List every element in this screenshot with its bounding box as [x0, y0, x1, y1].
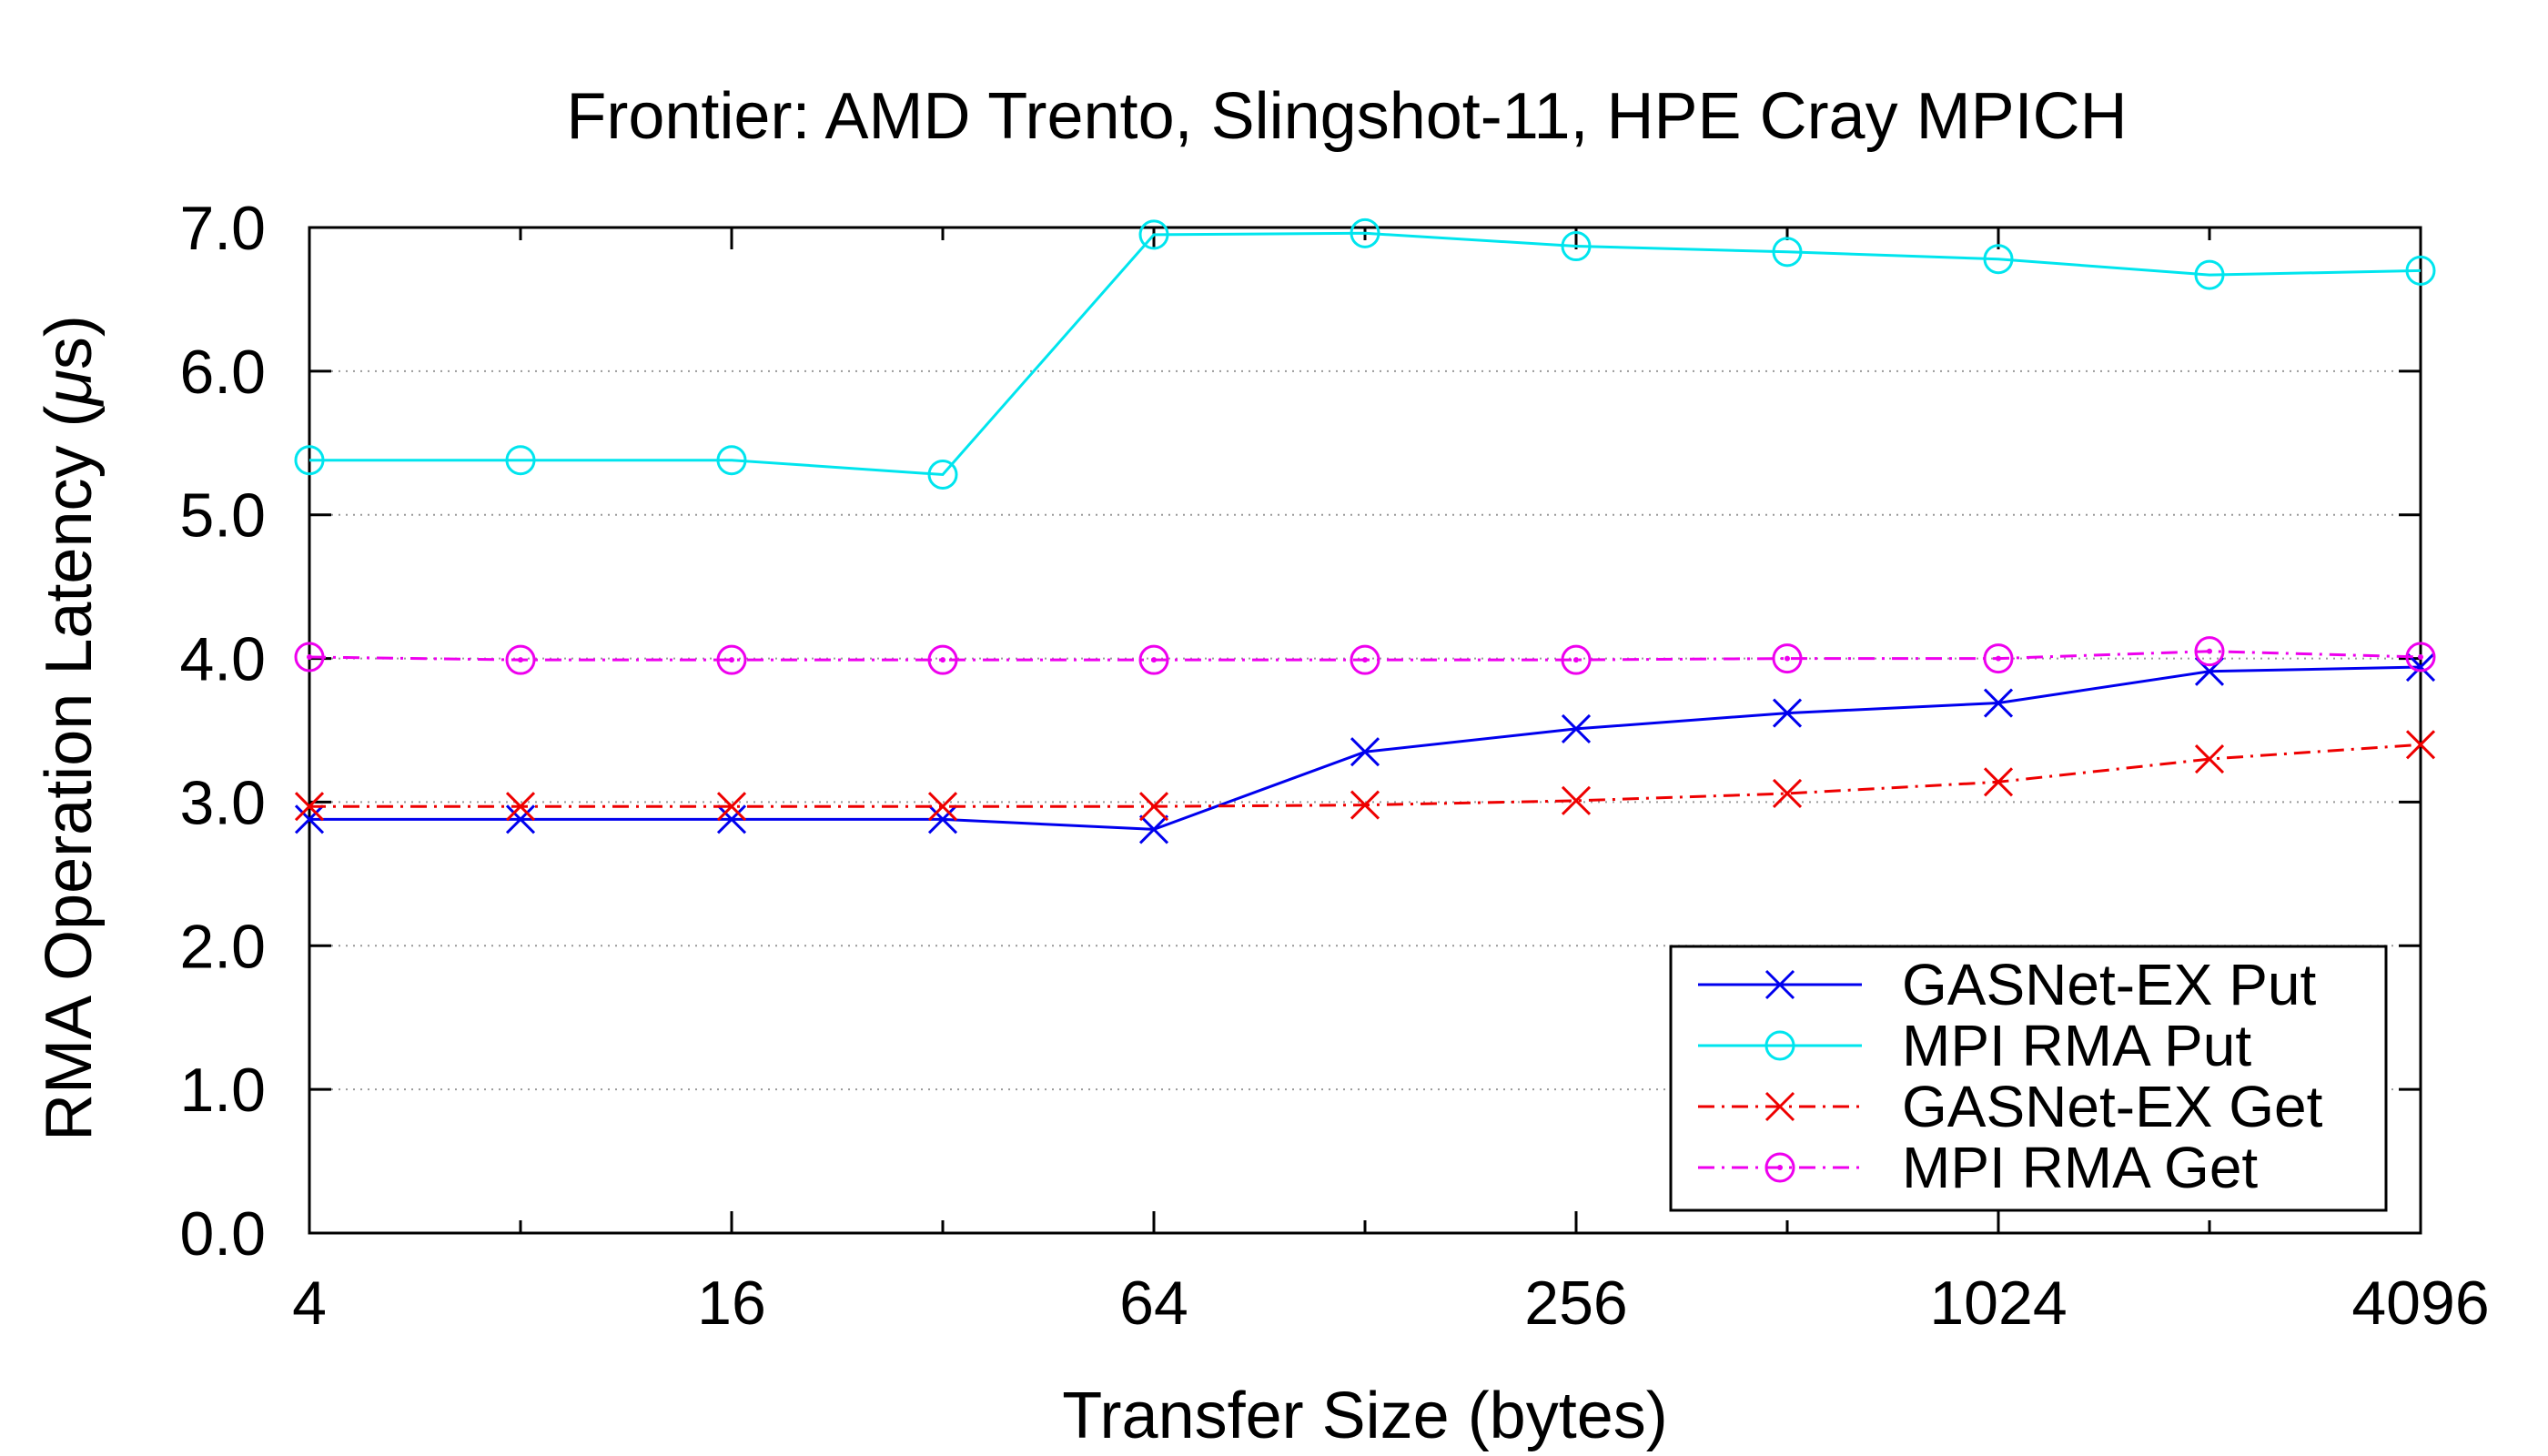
legend-label: GASNet-EX Get: [1902, 1074, 2323, 1139]
y-axis-label-unit: s): [33, 315, 106, 369]
data-point: [1561, 231, 1592, 262]
series-mpi-rma-put: [294, 217, 2436, 490]
y-tick-label: 2.0: [179, 912, 266, 981]
x-tick-label: 1024: [1929, 1269, 2067, 1338]
data-point: [1350, 790, 1380, 820]
legend-marker: [1764, 969, 1795, 1000]
data-point: [927, 644, 958, 675]
data-point: [1561, 644, 1592, 675]
data-point: [1138, 644, 1169, 675]
y-axis-tick-labels: 0.0 1.0 2.0 3.0 4.0 5.0 6.0 7.0: [179, 194, 266, 1269]
legend-entry: MPI RMA Get: [1698, 1135, 2258, 1200]
data-point: [927, 460, 958, 490]
data-point: [505, 804, 536, 834]
legend-marker: [1764, 1152, 1795, 1183]
y-tick-label: 7.0: [179, 194, 266, 263]
x-tick-label: 4: [292, 1269, 327, 1338]
legend-label: GASNet-EX Put: [1902, 952, 2317, 1017]
x-tick-label: 4096: [2351, 1269, 2489, 1338]
data-point: [1561, 713, 1592, 743]
data-point: [716, 644, 747, 675]
chart-title: Frontier: AMD Trento, Slingshot-11, HPE …: [566, 80, 2127, 153]
data-point: [1772, 698, 1803, 728]
data-point: [1772, 778, 1803, 809]
data-point: [2405, 255, 2436, 286]
y-axis-label-main: RMA Operation Latency (: [33, 406, 106, 1141]
legend-entry: MPI RMA Put: [1698, 1013, 2251, 1078]
data-point: [1983, 643, 2014, 674]
legend-label: MPI RMA Get: [1902, 1135, 2258, 1200]
data-point: [1350, 217, 1380, 248]
legend-entry: GASNet-EX Put: [1698, 952, 2317, 1017]
y-axis-label: RMA Operation Latency (μs): [33, 315, 106, 1141]
y-tick-label: 4.0: [179, 625, 266, 694]
x-axis-label: Transfer Size (bytes): [1062, 1380, 1668, 1452]
y-axis-label-mu: μ: [33, 369, 106, 407]
data-point: [2194, 744, 2225, 774]
y-tick-label: 0.0: [179, 1199, 266, 1269]
data-point: [2194, 259, 2225, 290]
series-mpi-rma-get: [294, 636, 2436, 675]
data-point: [294, 792, 325, 822]
x-axis-tick-labels: 4 16 64 256 1024 4096: [292, 1269, 2490, 1338]
data-point: [1983, 767, 2014, 797]
y-tick-label: 3.0: [179, 768, 266, 837]
data-point: [1983, 688, 2014, 718]
data-point: [927, 792, 958, 822]
x-tick-label: 64: [1119, 1269, 1188, 1338]
series-gasnet-ex-put: [294, 652, 2436, 844]
series-line: [309, 743, 2422, 808]
series-line: [309, 231, 2422, 477]
legend-marker: [1764, 1030, 1795, 1061]
data-point: [505, 644, 536, 675]
data-point: [716, 804, 747, 834]
series-gasnet-ex-get: [294, 730, 2436, 822]
data-point: [716, 792, 747, 822]
data-point: [2405, 642, 2436, 672]
data-series: [294, 217, 2436, 844]
legend-entry: GASNet-EX Get: [1698, 1074, 2323, 1139]
data-point: [294, 445, 325, 476]
data-point: [2194, 636, 2225, 667]
data-point: [716, 445, 747, 476]
data-point: [1138, 792, 1169, 822]
data-point: [505, 445, 536, 476]
data-point: [927, 804, 958, 834]
y-tick-label: 6.0: [179, 338, 266, 407]
y-tick-label: 5.0: [179, 481, 266, 551]
legend-label: MPI RMA Put: [1902, 1013, 2251, 1078]
data-point: [1772, 643, 1803, 674]
data-point: [1138, 814, 1169, 844]
data-point: [1350, 737, 1380, 767]
data-point: [2405, 730, 2436, 760]
legend-marker: [1764, 1091, 1795, 1122]
x-tick-label: 16: [697, 1269, 766, 1338]
x-tick-label: 256: [1524, 1269, 1627, 1338]
data-point: [1983, 244, 2014, 275]
data-point: [294, 804, 325, 834]
data-point: [1350, 644, 1380, 675]
data-point: [1772, 237, 1803, 268]
data-point: [505, 792, 536, 822]
data-point: [1138, 219, 1169, 250]
y-tick-label: 1.0: [179, 1056, 266, 1125]
data-point: [294, 642, 325, 672]
axis-ticks: [308, 226, 2422, 1235]
data-point: [1561, 785, 1592, 815]
